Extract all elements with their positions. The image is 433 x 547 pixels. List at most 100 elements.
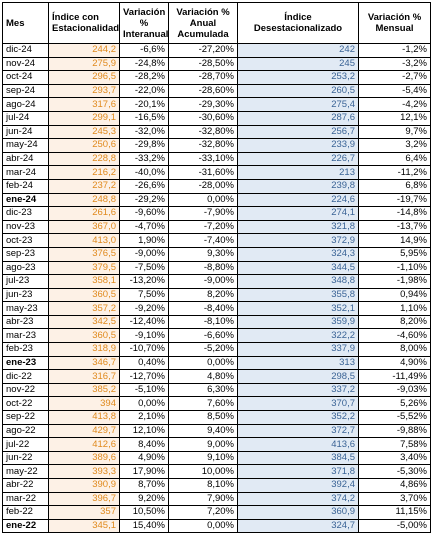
table-cell: feb-24 [2,178,49,194]
table-cell: abr-24 [2,151,49,167]
table-cell: 6,8% [358,178,431,194]
table-cell: 242 [237,43,359,58]
table-cell: 7,90% [168,491,238,507]
header-cell: Índice con Estacionalidad [48,2,120,44]
table-cell: -9,88% [358,423,431,439]
table-cell: 244,2 [48,43,120,58]
table-row: nov-22 385,2 -5,10% 6,30% 337,2 -9,03% [2,382,431,398]
table-cell: 2,10% [119,410,169,425]
table-cell: 345,1 [48,518,120,534]
table-row: dic-23 261,6 -9,60% -7,90% 274,1 -14,8% [2,206,431,221]
table-row: may-24 250,6 -29,8% -32,80% 233,9 3,2% [2,138,431,153]
table-cell: -5,00% [358,518,431,534]
table-cell: jul-24 [2,110,49,126]
table-cell: may-24 [2,138,49,153]
table-cell: -1,2% [358,43,431,58]
table-cell: 346,7 [48,355,120,371]
table-cell: jul-23 [2,274,49,289]
table-cell: 344,5 [237,260,359,276]
table-cell: 374,2 [237,491,359,507]
table-cell: 17,90% [119,464,169,479]
table-cell: 4,90% [119,450,169,466]
table-cell: -7,50% [119,260,169,276]
table-row: jul-22 412,6 8,40% 9,00% 413,6 7,58% [2,437,431,452]
table-row: sep-22 413,8 2,10% 8,50% 352,2 -5,52% [2,410,431,425]
table-cell: 3,40% [358,450,431,466]
table-cell: 237,2 [48,178,120,194]
table-cell: 324,7 [237,518,359,534]
table-row: sep-24 293,7 -22,0% -28,60% 260,5 -5,4% [2,83,431,99]
table-cell: 7,58% [358,437,431,452]
table-cell: 12,10% [119,423,169,439]
table-row: jun-23 360,5 7,50% 8,20% 355,8 0,94% [2,287,431,303]
table-cell: -11,2% [358,165,431,180]
table-cell: ene-23 [2,355,49,371]
table-row: mar-24 216,2 -40,0% -31,60% 213 -11,2% [2,165,431,180]
table-cell: -29,2% [119,192,169,208]
table-row: may-23 357,2 -9,20% -8,40% 352,1 1,10% [2,301,431,316]
table-row: abr-23 342,5 -12,40% -8,10% 359,9 8,20% [2,314,431,330]
table-row: jun-24 245,3 -32,0% -32,80% 256,7 9,7% [2,124,431,140]
table-cell: feb-23 [2,342,49,357]
table-row: dic-24 244,2 -6,6% -27,20% 242 -1,2% [2,43,431,58]
table-cell: -5,20% [168,342,238,357]
table-cell: 4,90% [358,355,431,371]
table-cell: -32,0% [119,124,169,140]
table-cell: may-23 [2,301,49,316]
table-cell: 8,00% [358,342,431,357]
table-row: ago-22 429,7 12,10% 9,40% 372,7 -9,88% [2,423,431,439]
table-row: oct-23 413,0 1,90% -7,40% 372,9 14,9% [2,233,431,248]
table-cell: 337,9 [237,342,359,357]
table-cell: 392,4 [237,478,359,493]
table-cell: -5,52% [358,410,431,425]
table-cell: 287,6 [237,110,359,126]
table-cell: -9,00% [168,274,238,289]
table-cell: 3,70% [358,491,431,507]
table-cell: -3,2% [358,56,431,72]
table-row: mar-22 396,7 9,20% 7,90% 374,2 3,70% [2,491,431,507]
table-cell: 321,8 [237,219,359,235]
table-row: abr-22 390,9 8,70% 8,10% 392,4 4,86% [2,478,431,493]
table-row: sep-23 376,5 -9,00% 9,30% 324,3 5,95% [2,246,431,262]
table-cell: -6,60% [168,328,238,344]
table-cell: 8,20% [358,314,431,330]
table-cell: 10,50% [119,505,169,520]
table-cell: 5,95% [358,246,431,262]
table-cell: -2,7% [358,70,431,85]
table-cell: 10,00% [168,464,238,479]
table-cell: mar-24 [2,165,49,180]
table-cell: 316,7 [48,369,120,384]
table-row: dic-22 316,7 -12,70% 4,80% 298,5 -11,49% [2,369,431,384]
table-cell: -7,40% [168,233,238,248]
table-cell: -5,4% [358,83,431,99]
table-cell: 226,7 [237,151,359,167]
table-cell: -10,70% [119,342,169,357]
table-cell: ene-24 [2,192,49,208]
table-cell: -9,20% [119,301,169,316]
table-cell: 9,10% [168,450,238,466]
table-cell: -32,80% [168,124,238,140]
table-cell: -7,90% [168,206,238,221]
table-cell: 9,30% [168,246,238,262]
table-cell: 352,1 [237,301,359,316]
table-cell: -30,60% [168,110,238,126]
table-cell: sep-24 [2,83,49,99]
table-row: jul-24 299,1 -16,5% -30,60% 287,6 12,1% [2,110,431,126]
table-cell: -27,20% [168,43,238,58]
table-cell: -22,0% [119,83,169,99]
table-cell: -4,60% [358,328,431,344]
header-cell: Índice Desestacionalizado [237,2,359,44]
table-cell: -5,30% [358,464,431,479]
table-cell: 370,7 [237,396,359,412]
table-cell: 15,40% [119,518,169,534]
table-cell: 337,2 [237,382,359,398]
table-row: may-22 393,3 17,90% 10,00% 371,8 -5,30% [2,464,431,479]
table-cell: 0,40% [119,355,169,371]
table-row: oct-24 296,5 -28,2% -28,70% 253,2 -2,7% [2,70,431,85]
table-cell: -8,40% [168,301,238,316]
table-row: jul-23 358,1 -13,20% -9,00% 348,8 -1,98% [2,274,431,289]
table-cell: 412,6 [48,437,120,452]
table-cell: -28,50% [168,56,238,72]
table-cell: ago-22 [2,423,49,439]
table-cell: 233,9 [237,138,359,153]
